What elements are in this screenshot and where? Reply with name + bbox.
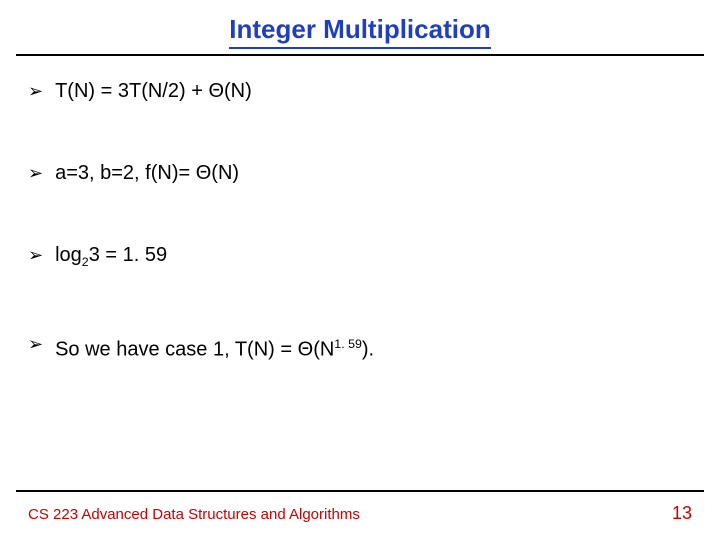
horizontal-rule-top xyxy=(16,54,704,56)
slide-footer: CS 223 Advanced Data Structures and Algo… xyxy=(28,503,692,524)
theta-symbol: Θ xyxy=(208,80,224,102)
theta-symbol: Θ xyxy=(298,339,314,361)
bullet-arrow-icon: ➢ xyxy=(28,242,43,268)
bullet-text: T(N) = 3T(N/2) + Θ(N) xyxy=(55,78,252,104)
text-fragment: (N) xyxy=(224,80,252,102)
bullet-text: a=3, b=2, f(N)= Θ(N) xyxy=(55,160,239,186)
superscript: 1. 59 xyxy=(334,337,362,351)
bullet-arrow-icon: ➢ xyxy=(28,78,43,104)
text-fragment: (N xyxy=(313,339,334,361)
slide-content: ➢ T(N) = 3T(N/2) + Θ(N) ➢ a=3, b=2, f(N)… xyxy=(28,78,692,363)
theta-symbol: Θ xyxy=(196,162,212,184)
text-fragment: 3 = 1. 59 xyxy=(89,244,167,266)
text-fragment: log xyxy=(55,244,82,266)
bullet-item-1: ➢ T(N) = 3T(N/2) + Θ(N) xyxy=(28,78,692,104)
bullet-text: So we have case 1, T(N) = Θ(N1. 59). xyxy=(55,331,374,363)
bullet-arrow-icon: ➢ xyxy=(28,160,43,186)
bullet-item-4: ➢ So we have case 1, T(N) = Θ(N1. 59). xyxy=(28,331,692,363)
text-fragment: T(N) = 3T(N/2) + xyxy=(55,80,208,102)
bullet-item-2: ➢ a=3, b=2, f(N)= Θ(N) xyxy=(28,160,692,186)
footer-course-title: CS 223 Advanced Data Structures and Algo… xyxy=(28,506,360,523)
slide-title: Integer Multiplication xyxy=(229,14,490,49)
horizontal-rule-bottom xyxy=(16,490,704,492)
bullet-item-3: ➢ log23 = 1. 59 xyxy=(28,242,692,275)
text-fragment: (N) xyxy=(211,162,239,184)
text-fragment: So we have case 1, T(N) = xyxy=(55,339,298,361)
text-fragment: a=3, b=2, f(N)= xyxy=(55,162,196,184)
bullet-arrow-icon: ➢ xyxy=(28,331,43,357)
text-fragment: ). xyxy=(362,339,374,361)
subscript: 2 xyxy=(82,255,89,269)
bullet-text: log23 = 1. 59 xyxy=(55,242,167,275)
footer-page-number: 13 xyxy=(672,503,692,524)
title-container: Integer Multiplication xyxy=(0,0,720,49)
